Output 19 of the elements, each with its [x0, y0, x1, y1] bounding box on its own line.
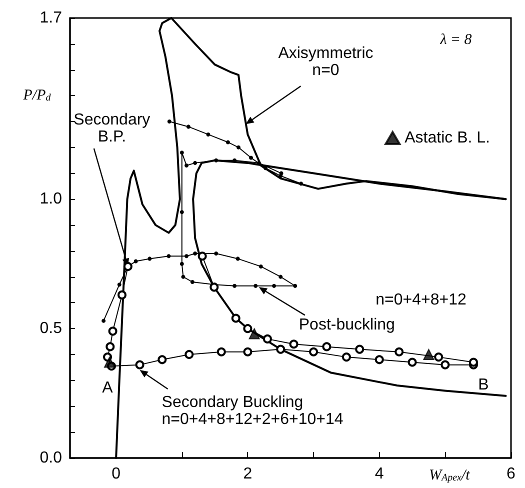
annotation: Axisymmetric n=0 [278, 45, 374, 80]
x-axis-title: WApex/t [429, 468, 471, 484]
annotation: Secondary B.P. [74, 111, 150, 146]
annotation: Post-buckling [298, 316, 395, 334]
y-axis-title: P/Pd [22, 88, 52, 104]
annotation: B [478, 376, 489, 394]
x-tick-label: 4 [374, 466, 384, 482]
annotation: A [102, 380, 114, 397]
annotation: n=0+4+8+12 [376, 292, 466, 308]
x-tick-label: 6 [506, 466, 516, 482]
y-tick-label: 1.0 [40, 190, 62, 208]
annotation: λ = 8 [439, 32, 472, 48]
y-tick-label: 1.7 [40, 10, 62, 26]
y-tick-label: 0.0 [40, 450, 62, 466]
annotation: Secondary Buckling n=0+4+8+12+2+6+10+14 [162, 394, 344, 428]
y-tick-label: 0.5 [40, 320, 62, 338]
legend-label: Astatic B. L. [404, 130, 490, 146]
x-tick-label: 0 [112, 466, 121, 482]
x-tick-label: 2 [243, 466, 252, 482]
